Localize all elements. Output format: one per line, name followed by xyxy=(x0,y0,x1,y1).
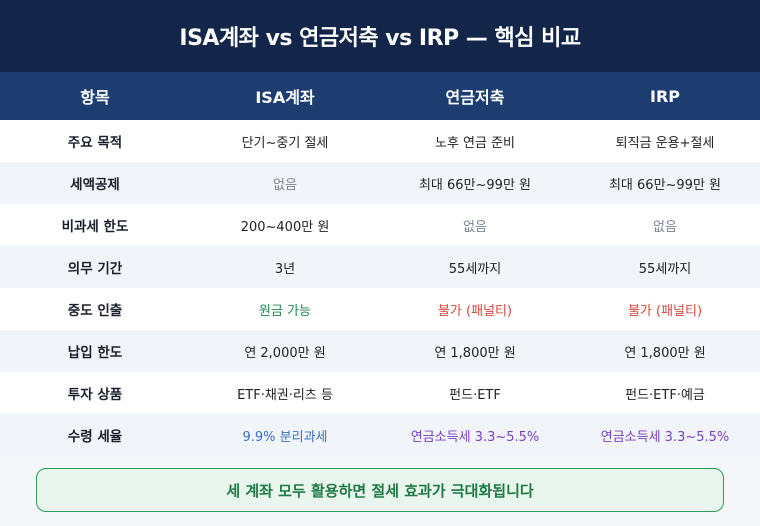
cell-isa: 200~400만 원 xyxy=(240,219,330,235)
cell-isa: 없음 xyxy=(273,177,297,193)
cell-pension: 55세까지 xyxy=(448,261,502,277)
summary-banner: 세 계좌 모두 활용하면 절세 효과가 극대화됩니다 xyxy=(36,468,724,512)
cell-pension: 불가 (패널티) xyxy=(437,303,513,319)
header-item: 항목 xyxy=(80,88,110,107)
cell-isa: 연 2,000만 원 xyxy=(244,345,326,361)
title-bar: ISA계좌 vs 연금저축 vs IRP — 핵심 비교 xyxy=(0,0,760,72)
cell-pension: 없음 xyxy=(463,219,487,235)
cell-irp: 최대 66만~99만 원 xyxy=(608,177,722,193)
row-label: 세액공제 xyxy=(70,177,120,193)
cell-irp: 펀드·ETF·예금 xyxy=(625,387,705,403)
cell-pension: 펀드·ETF xyxy=(449,387,501,403)
row-label: 납입 한도 xyxy=(67,345,123,361)
table-header: 항목 ISA계좌 연금저축 IRP xyxy=(0,72,760,120)
table-row-investment-products: 투자 상품 ETF·채권·리츠 등 펀드·ETF 펀드·ETF·예금 xyxy=(0,372,760,414)
comparison-table: 주요 목적 단기~중기 절세 노후 연금 준비 퇴직금 운용+절세 세액공제 없… xyxy=(0,120,760,456)
cell-pension: 최대 66만~99만 원 xyxy=(418,177,532,193)
row-label: 중도 인출 xyxy=(67,303,123,319)
cell-irp: 불가 (패널티) xyxy=(627,303,703,319)
header-pension-savings: 연금저축 xyxy=(445,88,505,107)
cell-pension: 노후 연금 준비 xyxy=(434,135,516,151)
header-isa: ISA계좌 xyxy=(255,88,315,107)
row-label: 투자 상품 xyxy=(67,387,123,403)
row-label: 의무 기간 xyxy=(67,261,123,277)
cell-irp: 55세까지 xyxy=(638,261,692,277)
table-row-tax-free-limit: 비과세 한도 200~400만 원 없음 없음 xyxy=(0,204,760,246)
cell-irp: 퇴직금 운용+절세 xyxy=(615,135,715,151)
table-row-contribution-limit: 납입 한도 연 2,000만 원 연 1,800만 원 연 1,800만 원 xyxy=(0,330,760,372)
cell-irp: 연금소득세 3.3~5.5% xyxy=(600,429,730,445)
row-label: 주요 목적 xyxy=(67,135,123,151)
cell-pension: 연금소득세 3.3~5.5% xyxy=(410,429,540,445)
table-row-purpose: 주요 목적 단기~중기 절세 노후 연금 준비 퇴직금 운용+절세 xyxy=(0,120,760,162)
cell-isa: 3년 xyxy=(274,261,296,277)
table-row-receipt-tax-rate: 수령 세율 9.9% 분리과세 연금소득세 3.3~5.5% 연금소득세 3.3… xyxy=(0,414,760,456)
cell-irp: 연 1,800만 원 xyxy=(624,345,706,361)
table-row-tax-credit: 세액공제 없음 최대 66만~99만 원 최대 66만~99만 원 xyxy=(0,162,760,204)
cell-irp: 없음 xyxy=(653,219,677,235)
cell-pension: 연 1,800만 원 xyxy=(434,345,516,361)
cell-isa: 단기~중기 절세 xyxy=(241,135,329,151)
cell-isa: ETF·채권·리츠 등 xyxy=(237,387,333,403)
page-title: ISA계좌 vs 연금저축 vs IRP — 핵심 비교 xyxy=(179,26,581,51)
table-row-mandatory-period: 의무 기간 3년 55세까지 55세까지 xyxy=(0,246,760,288)
table-row-early-withdrawal: 중도 인출 원금 가능 불가 (패널티) 불가 (패널티) xyxy=(0,288,760,330)
cell-isa: 9.9% 분리과세 xyxy=(242,429,328,445)
row-label: 비과세 한도 xyxy=(61,219,129,235)
header-irp: IRP xyxy=(650,86,680,106)
row-label: 수령 세율 xyxy=(67,429,123,445)
cell-isa: 원금 가능 xyxy=(259,303,311,319)
